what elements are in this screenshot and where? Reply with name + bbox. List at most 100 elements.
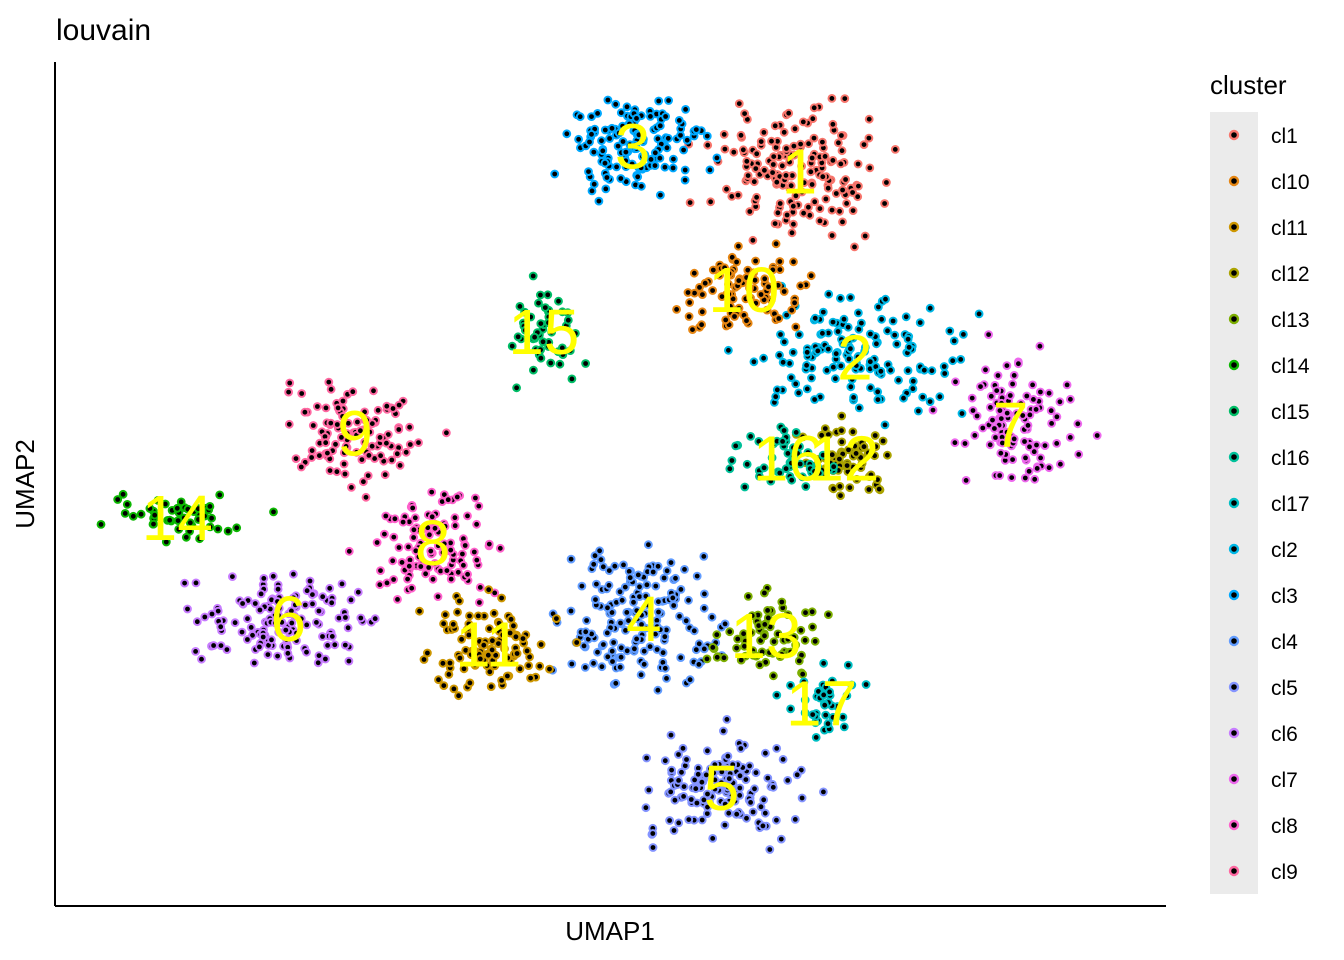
data-point-cl8 [471, 493, 480, 503]
legend-label-cl10: cl10 [1271, 171, 1310, 194]
data-point-cl9 [339, 459, 349, 469]
data-point-cl15 [513, 332, 523, 342]
data-point-cl15 [520, 307, 529, 317]
data-point-cl2 [724, 345, 733, 355]
data-point-cl3 [646, 112, 655, 121]
data-point-cl13 [763, 613, 773, 623]
data-point-cl7 [1031, 405, 1041, 414]
data-point-cl16 [783, 449, 793, 458]
cluster-label-1: 1 [782, 136, 818, 208]
data-point-cl8 [495, 543, 505, 553]
data-point-cl16 [746, 432, 755, 441]
data-point-cl3 [616, 108, 626, 118]
data-point-cl14 [161, 537, 171, 547]
data-point-cl15 [515, 302, 525, 311]
data-point-cl1 [815, 204, 825, 214]
legend-key-cl10 [1228, 175, 1240, 187]
data-point-cl3 [584, 167, 593, 177]
data-point-cl9 [394, 425, 404, 434]
data-point-cl7 [1074, 450, 1084, 459]
cluster-label-7: 7 [993, 389, 1029, 461]
data-point-cl3 [627, 159, 637, 169]
data-point-cl8 [407, 583, 417, 593]
data-point-cl5 [644, 785, 654, 795]
data-point-cl5 [751, 768, 761, 778]
data-point-cl3 [622, 102, 632, 112]
data-point-cl4 [580, 663, 590, 672]
data-point-cl12 [845, 483, 855, 493]
data-point-cl4 [590, 551, 600, 561]
data-point-cl9 [373, 405, 383, 415]
data-point-cl6 [305, 576, 315, 586]
data-point-cl2 [831, 349, 841, 359]
data-point-cl4 [639, 646, 649, 656]
data-point-cl11 [500, 644, 509, 654]
data-point-cl1 [784, 108, 794, 118]
data-point-cl5 [699, 795, 709, 805]
data-point-cl1 [804, 202, 813, 212]
data-point-cl2 [775, 350, 784, 360]
data-point-cl11 [526, 673, 535, 683]
data-point-cl2 [836, 293, 845, 303]
data-point-cl7 [976, 382, 985, 392]
data-point-cl1 [797, 161, 806, 171]
data-point-cl5 [792, 770, 802, 780]
data-point-cl11 [475, 654, 485, 664]
data-point-cl2 [782, 310, 791, 320]
data-point-cl2 [823, 344, 833, 354]
data-point-cl12 [835, 482, 845, 491]
data-point-cl10 [685, 298, 694, 307]
data-point-cl9 [352, 447, 362, 457]
data-point-cl11 [438, 658, 448, 668]
data-point-cl13 [783, 610, 793, 619]
data-point-cl4 [598, 562, 608, 572]
data-point-cl5 [708, 834, 718, 843]
data-point-cl1 [854, 181, 863, 191]
data-point-cl12 [842, 461, 852, 471]
data-point-cl12 [820, 424, 830, 434]
data-point-cl2 [904, 342, 914, 352]
data-point-cl5 [703, 746, 712, 756]
data-point-cl4 [699, 552, 709, 561]
data-point-cl11 [535, 661, 545, 671]
data-point-cl3 [654, 96, 664, 106]
data-point-cl9 [321, 403, 331, 413]
data-point-cl4 [654, 597, 663, 607]
data-point-cl4 [566, 606, 576, 616]
data-point-cl1 [834, 138, 843, 148]
data-point-cl3 [650, 148, 660, 158]
data-point-cl10 [697, 307, 707, 317]
data-point-cl17 [800, 695, 810, 705]
data-point-cl10 [773, 280, 783, 290]
data-point-cl17 [839, 722, 849, 732]
data-point-cl5 [778, 755, 788, 764]
data-point-cl8 [390, 514, 400, 524]
data-point-cl7 [1025, 442, 1034, 452]
data-point-cl11 [473, 611, 483, 621]
data-point-cl9 [364, 451, 374, 460]
data-point-cl3 [663, 133, 673, 143]
data-point-cl8 [382, 578, 392, 588]
data-point-cl9 [308, 421, 318, 430]
data-point-cl7 [1032, 464, 1042, 473]
data-point-cl5 [728, 760, 738, 769]
data-point-cl9 [313, 402, 322, 411]
data-point-cl15 [536, 319, 546, 329]
data-point-cl2 [957, 409, 967, 418]
data-point-cl3 [612, 162, 621, 172]
data-point-cl5 [768, 782, 778, 792]
data-point-cl3 [705, 165, 715, 175]
legend-key-cl9 [1228, 865, 1240, 877]
data-point-cl6 [318, 632, 327, 641]
data-point-cl6 [243, 635, 252, 644]
data-point-cl3 [702, 131, 712, 141]
data-point-cl14 [145, 504, 155, 513]
data-point-cl1 [807, 153, 817, 163]
data-point-cl2 [877, 314, 886, 324]
data-point-cl11 [455, 596, 464, 606]
data-point-cl2 [802, 360, 811, 370]
data-point-cl6 [259, 574, 269, 583]
data-point-cl3 [691, 125, 701, 135]
data-point-cl3 [646, 155, 656, 164]
data-point-cl5 [667, 765, 676, 775]
